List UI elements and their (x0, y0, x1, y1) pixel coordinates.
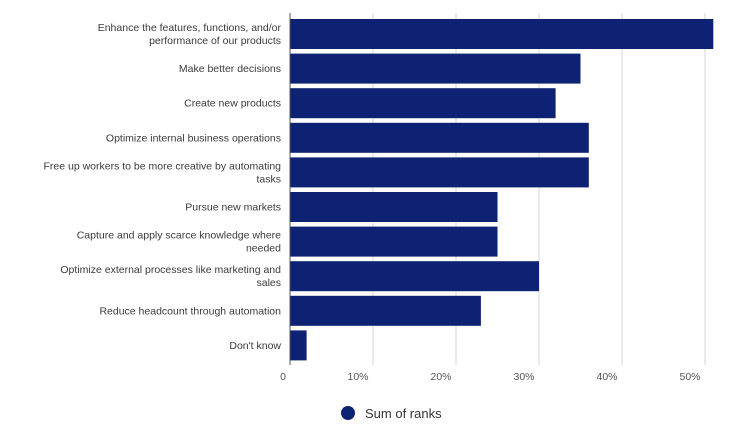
bar[interactable] (290, 157, 589, 188)
category-label: Don't know (229, 340, 281, 352)
legend-swatch (341, 406, 355, 420)
category-label: Optimize external processes like marketi… (60, 264, 281, 276)
category-label: tasks (256, 173, 281, 185)
bar[interactable] (290, 261, 539, 292)
category-label: Reduce headcount through automation (99, 305, 281, 317)
category-label: performance of our products (149, 35, 281, 47)
x-tick-label: 30% (513, 371, 534, 383)
x-tick-label: 10% (347, 371, 368, 383)
category-labels: Enhance the features, functions, and/orp… (43, 22, 281, 352)
category-label: Enhance the features, functions, and/or (98, 22, 282, 34)
x-axis-tick-labels: 0 10% 20% 30% 40% 50% (280, 371, 700, 383)
category-label: Create new products (184, 98, 281, 110)
x-tick-label: 0 (280, 371, 286, 383)
category-label: Make better decisions (179, 63, 281, 75)
category-label: Pursue new markets (185, 202, 281, 214)
x-tick-label: 20% (430, 371, 451, 383)
bar[interactable] (290, 295, 481, 326)
category-label: Capture and apply scarce knowledge where (77, 230, 281, 242)
bar-group (290, 19, 714, 361)
category-label: needed (246, 243, 281, 255)
bar[interactable] (290, 53, 581, 84)
bar[interactable] (290, 19, 714, 49)
legend[interactable]: Sum of ranks (341, 406, 442, 421)
bar[interactable] (290, 192, 498, 222)
bar[interactable] (290, 226, 498, 257)
legend-label: Sum of ranks (365, 406, 442, 421)
bar[interactable] (290, 330, 307, 361)
x-tick-label: 40% (596, 371, 617, 383)
category-label: sales (256, 277, 281, 289)
bar[interactable] (290, 122, 589, 153)
category-label: Free up workers to be more creative by a… (43, 160, 281, 172)
x-tick-label: 50% (679, 371, 700, 383)
bar[interactable] (290, 88, 556, 119)
category-label: Optimize internal business operations (106, 132, 281, 144)
